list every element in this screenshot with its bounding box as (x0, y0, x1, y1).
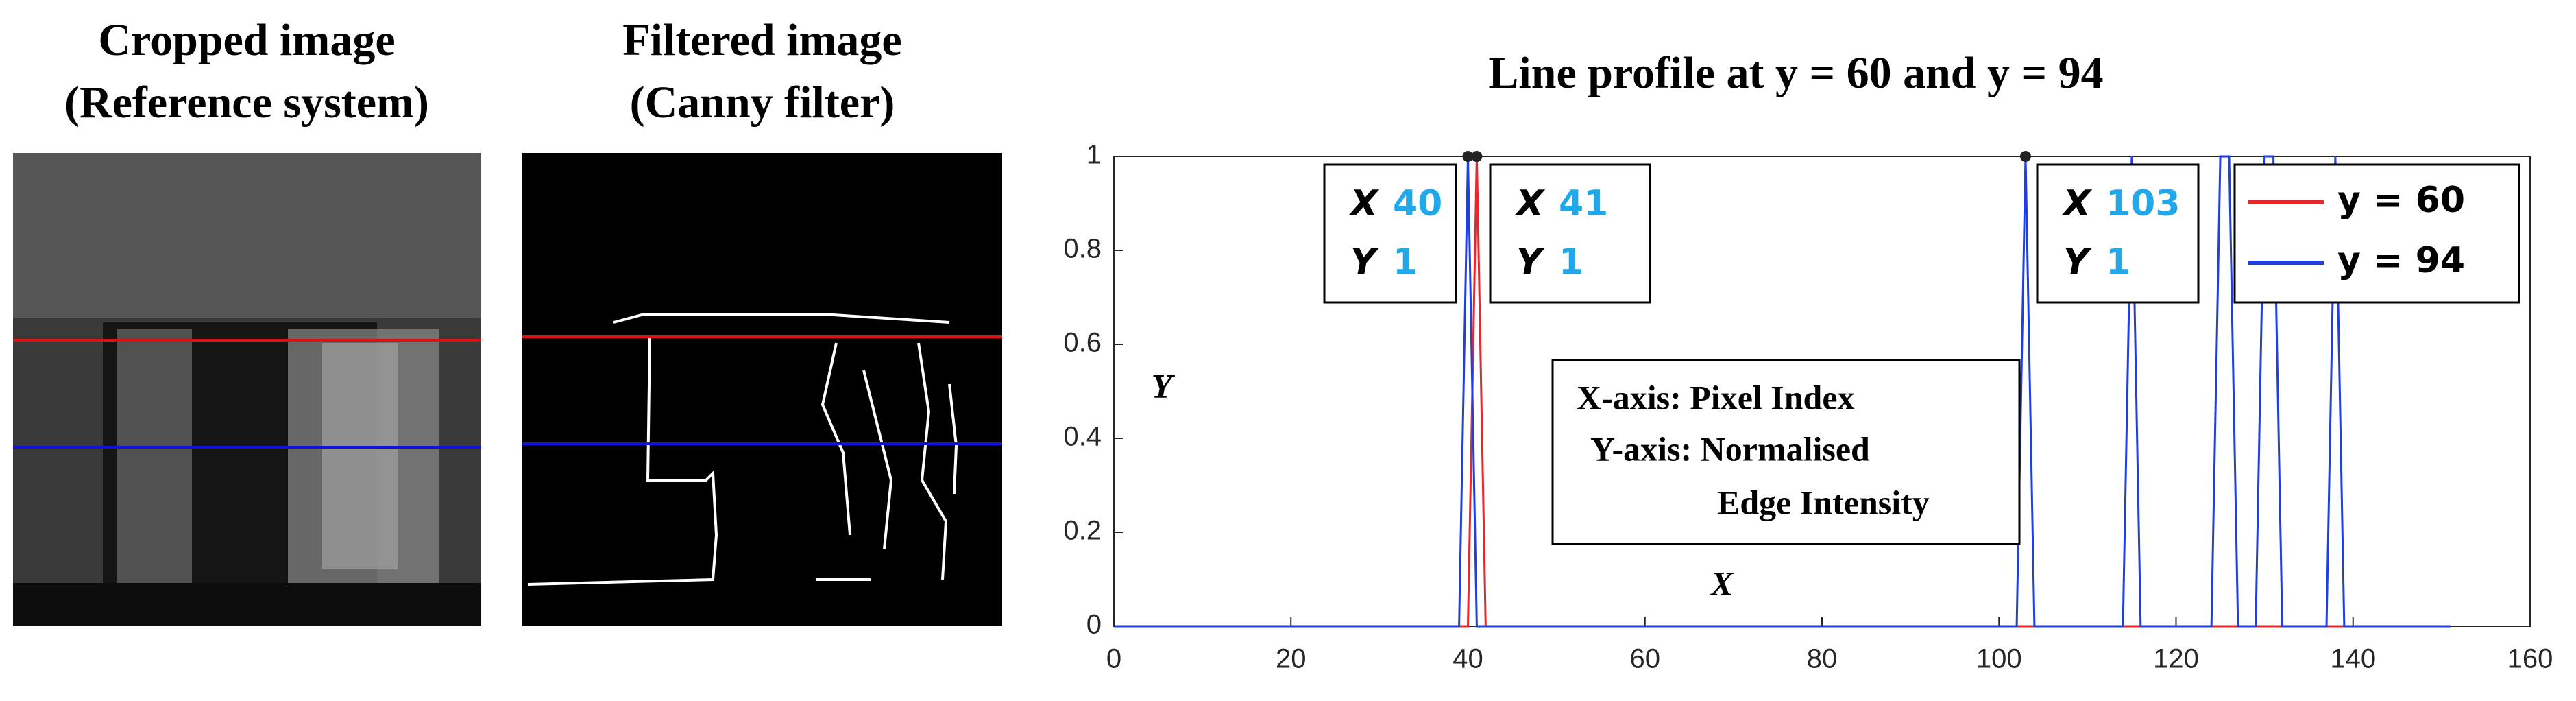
cropped-image (13, 153, 481, 626)
datatip-label: Y (2063, 241, 2093, 283)
y-tick-label: 0.2 (1063, 516, 1102, 546)
x-tick-label: 80 (1807, 644, 1838, 674)
datatip-marker (1462, 151, 1474, 162)
annotation-text: Y-axis: Normalised (1590, 429, 1870, 468)
datatip-box (1489, 163, 1651, 304)
x-tick-label: 160 (2507, 644, 2553, 674)
annotation-box (1551, 359, 2021, 545)
datatip-label: X (1514, 183, 1546, 224)
x-tick-label: 100 (1976, 644, 2022, 674)
datatip-label: Y (1350, 241, 1380, 283)
y-axis-label: Y (1152, 366, 1176, 405)
filtered-image (522, 153, 1002, 626)
datatip-value: 1 (1559, 241, 1583, 283)
y-tick-label: 1 (1086, 140, 1102, 170)
datatip-label: Y (1516, 241, 1546, 283)
legend-label: y = 60 (2337, 180, 2465, 221)
y-tick-label: 0.4 (1063, 422, 1102, 452)
x-tick-label: 0 (1106, 644, 1121, 674)
x-axis-label: X (1709, 564, 1734, 602)
series-line (1114, 155, 2451, 628)
x-tick-label: 60 (1630, 644, 1661, 674)
datatip-value: 103 (2106, 183, 2180, 224)
x-tick-label: 40 (1453, 644, 1483, 674)
datatip-value: 41 (1559, 183, 1608, 224)
annotation-text: X-axis: Pixel Index (1577, 378, 1855, 416)
y-tick-label: 0.8 (1063, 234, 1102, 264)
datatip-marker (1471, 151, 1483, 162)
chart-title: Line profile at y = 60 and y = 94 (1488, 48, 2103, 98)
datatip-value: 1 (1393, 241, 1418, 283)
datatip-label: X (1348, 183, 1380, 224)
datatip-marker (2019, 151, 2031, 162)
image-title: Cropped image (98, 15, 395, 65)
x-tick-label: 120 (2153, 644, 2199, 674)
image-title: (Canny filter) (630, 78, 895, 128)
y-tick-label: 0 (1086, 610, 1102, 640)
image-title: (Reference system) (64, 78, 429, 128)
x-tick-label: 20 (1276, 644, 1307, 674)
legend-box (2233, 163, 2520, 304)
datatip-value: 1 (2106, 241, 2130, 283)
image-title: Filtered image (622, 15, 901, 65)
legend-label: y = 94 (2337, 240, 2465, 281)
y-tick-label: 0.6 (1063, 328, 1102, 358)
x-tick-label: 140 (2330, 644, 2376, 674)
datatip-value: 40 (1393, 183, 1442, 224)
datatip-box (1323, 163, 1457, 304)
datatip-box (2036, 163, 2200, 304)
annotation-text: Edge Intensity (1717, 483, 1930, 521)
datatip-label: X (2061, 183, 2093, 224)
